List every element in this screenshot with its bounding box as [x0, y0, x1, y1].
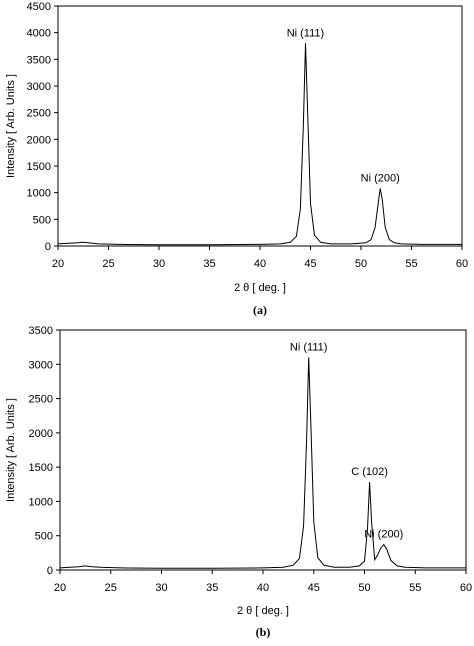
x-tick-label: 55 — [409, 582, 421, 594]
x-tick-label: 50 — [358, 582, 370, 594]
figure-caption: (b) — [256, 625, 271, 639]
y-tick-label: 2000 — [27, 134, 51, 146]
peak-label: Ni (111) — [287, 27, 325, 39]
x-tick-label: 55 — [405, 258, 417, 270]
x-tick-label: 30 — [155, 582, 167, 594]
x-tick-label: 40 — [254, 258, 266, 270]
x-tick-label: 50 — [355, 258, 367, 270]
y-axis-title: Intensity [ Arb. Units ] — [5, 74, 17, 178]
x-tick-label: 25 — [102, 258, 114, 270]
x-tick-label: 60 — [456, 258, 468, 270]
y-tick-label: 500 — [35, 531, 53, 543]
peak-label: Ni (200) — [364, 529, 403, 541]
y-tick-label: 2000 — [29, 428, 53, 440]
diffraction-pattern-line — [57, 43, 462, 246]
y-tick-label: 3500 — [29, 325, 53, 337]
y-tick-label: 1500 — [27, 161, 51, 173]
y-tick-label: 3000 — [27, 81, 51, 93]
figure-caption: (a) — [253, 303, 267, 317]
y-tick-label: 3000 — [29, 359, 53, 371]
x-tick-label: 25 — [105, 582, 117, 594]
y-tick-label: 4500 — [27, 1, 51, 13]
y-tick-label: 0 — [45, 241, 51, 253]
plot-frame — [57, 5, 463, 247]
x-tick-label: 30 — [153, 258, 165, 270]
x-tick-label: 40 — [257, 582, 269, 594]
x-tick-label: 35 — [203, 258, 215, 270]
x-axis-title: 2 θ [ deg. ] — [237, 605, 289, 617]
x-tick-label: 35 — [206, 582, 218, 594]
y-tick-label: 4000 — [27, 28, 51, 40]
peak-label: Ni (200) — [361, 172, 400, 184]
y-tick-label: 1000 — [27, 188, 51, 200]
x-tick-label: 20 — [52, 258, 64, 270]
x-tick-label: 45 — [308, 582, 320, 594]
peak-label: C (102) — [351, 466, 388, 478]
y-tick-label: 2500 — [29, 394, 53, 406]
y-tick-label: 0 — [47, 565, 53, 577]
x-tick-label: 45 — [304, 258, 316, 270]
x-tick-label: 60 — [460, 582, 472, 594]
plot-frame — [59, 329, 467, 571]
y-tick-label: 3500 — [27, 54, 51, 66]
diffraction-pattern-line — [59, 357, 466, 569]
y-tick-label: 1000 — [29, 496, 53, 508]
x-axis-title: 2 θ [ deg. ] — [234, 282, 286, 294]
y-tick-label: 500 — [33, 214, 51, 226]
peak-label: Ni (111) — [290, 341, 328, 353]
y-axis-title: Intensity [ Arb. Units ] — [5, 398, 17, 502]
y-tick-label: 1500 — [29, 462, 53, 474]
chart-a: 20 25 30 35 40 45 50 55 60 0 500 1000 1500 2000 2500 30… — [5, 1, 468, 317]
y-tick-label: 2500 — [27, 108, 51, 120]
chart-b: 20 25 30 35 40 45 50 55 60 0 500 1000 1500 2000 2500 30… — [5, 325, 472, 639]
x-tick-label: 20 — [54, 582, 66, 594]
